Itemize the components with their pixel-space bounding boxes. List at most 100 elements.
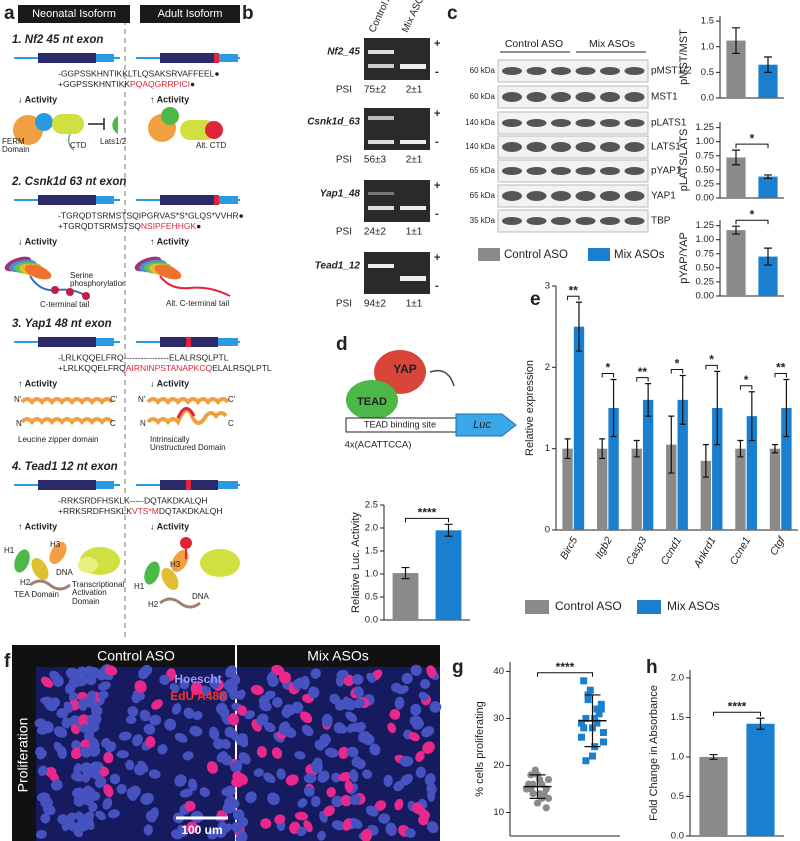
shape: [24, 264, 52, 280]
bar: [746, 723, 775, 836]
domain-label: C: [110, 420, 116, 428]
nucleus: [159, 674, 171, 686]
label-box: Transcriptional Activation Domain: [72, 581, 124, 606]
sequence-part: ●: [190, 79, 195, 89]
activity: ↑ Activity: [18, 378, 57, 388]
band: [400, 140, 426, 144]
y-tick-label: 1.0: [671, 751, 684, 762]
blot-band: [551, 119, 571, 127]
blot-band: [624, 142, 645, 152]
nucleus: [426, 783, 437, 795]
nucleus: [276, 768, 286, 780]
nucleus: [228, 688, 239, 700]
bar: [596, 448, 608, 530]
row-header: Proliferation: [15, 718, 31, 793]
nucleus: [260, 818, 272, 829]
x-tick-label: Casp3: [624, 535, 650, 567]
nucleus: [137, 760, 149, 773]
sequence-part: NSIPFEHHGK: [141, 221, 197, 231]
nucleus: [352, 674, 364, 685]
nucleus: [37, 749, 47, 760]
nucleus: [174, 774, 187, 787]
blot-band: [624, 217, 645, 225]
error-bar: [764, 247, 772, 266]
diagram-label: TEAD binding site: [364, 419, 436, 429]
error-bar: [668, 415, 675, 474]
section-title: 4. Tead1 12 nt exon: [11, 461, 118, 473]
sequence: -RRKSRDFHSKLK-----DQTAKDKALQH: [58, 495, 208, 505]
nucleus: [174, 732, 188, 743]
nucleus: [182, 751, 194, 761]
psi-value: 56±3: [364, 155, 387, 166]
error-bar: [584, 694, 601, 748]
y-axis-label: % cells proliferating: [474, 701, 486, 796]
nucleus: [70, 724, 80, 735]
nucleus: [98, 681, 111, 691]
activity: ↑ Activity: [150, 94, 189, 104]
data-point: [582, 757, 590, 765]
significance: *: [675, 357, 680, 371]
nucleus: [78, 714, 90, 727]
blot-band: [526, 92, 547, 102]
nucleus: [237, 705, 247, 716]
nucleus: [245, 791, 257, 804]
x-tick-label: Ankrd1: [691, 535, 719, 571]
y-tick-label: 0.0: [701, 93, 714, 104]
y-tick-label: 2.0: [365, 523, 378, 534]
blot-band: [526, 142, 547, 152]
nucleus: [71, 772, 85, 782]
bar: [746, 416, 758, 530]
blot-band: [600, 119, 620, 127]
nucleus: [169, 683, 180, 693]
nucleus: [256, 713, 269, 726]
alt-exon: [186, 337, 191, 347]
y-tick-label: 0.75: [696, 248, 715, 259]
data-point: [578, 719, 585, 727]
blot-band: [575, 119, 596, 127]
error-bar: [756, 717, 765, 730]
domain-label: H2: [148, 601, 159, 609]
domain-label: N': [138, 396, 146, 404]
sequence: -TGRQDTSRMSTSQIPGRVAS*S*GLQS*VVHR●: [58, 210, 244, 220]
significance: *: [606, 361, 611, 375]
sequence-part: AIRNINPSTANAPKCQ: [126, 363, 213, 373]
diagram-label: YAP: [393, 362, 417, 376]
nucleus: [317, 830, 326, 841]
y-tick-label: 0.00: [696, 291, 715, 302]
nucleus: [82, 794, 94, 806]
diagram-label: TEAD: [357, 396, 387, 408]
bar: [392, 573, 419, 620]
nucleus: [263, 772, 276, 784]
nucleus: [140, 664, 153, 676]
yap-shape: [374, 350, 426, 394]
nucleus: [192, 711, 203, 720]
nucleus: [232, 771, 243, 782]
protein-label: pMST1/2: [651, 66, 692, 77]
nucleus: [107, 809, 120, 819]
nucleus: [351, 756, 362, 768]
nucleus: [184, 800, 196, 812]
bar: [769, 448, 781, 530]
blot-band: [600, 92, 620, 102]
nucleus: [415, 750, 425, 762]
nucleus: [151, 699, 163, 710]
band: [368, 264, 394, 268]
data-point: [533, 799, 542, 807]
nucleus: [311, 759, 323, 774]
bar: [631, 448, 642, 530]
nucleus: [410, 664, 422, 676]
nucleus: [86, 714, 100, 726]
nucleus: [291, 701, 304, 714]
psi-label: PSI: [336, 299, 352, 310]
blot-band: [575, 217, 596, 225]
sequence-part: ●: [196, 221, 201, 231]
shape: [171, 550, 189, 572]
nucleus: [65, 667, 79, 680]
data-point: [584, 696, 592, 704]
label-box: C': [110, 396, 117, 404]
y-axis-label: Relative Luc. Activity: [350, 512, 362, 613]
data-point: [578, 733, 585, 741]
nucleus: [228, 713, 239, 726]
domain-label: Alt. C-terminal tail: [166, 300, 230, 308]
